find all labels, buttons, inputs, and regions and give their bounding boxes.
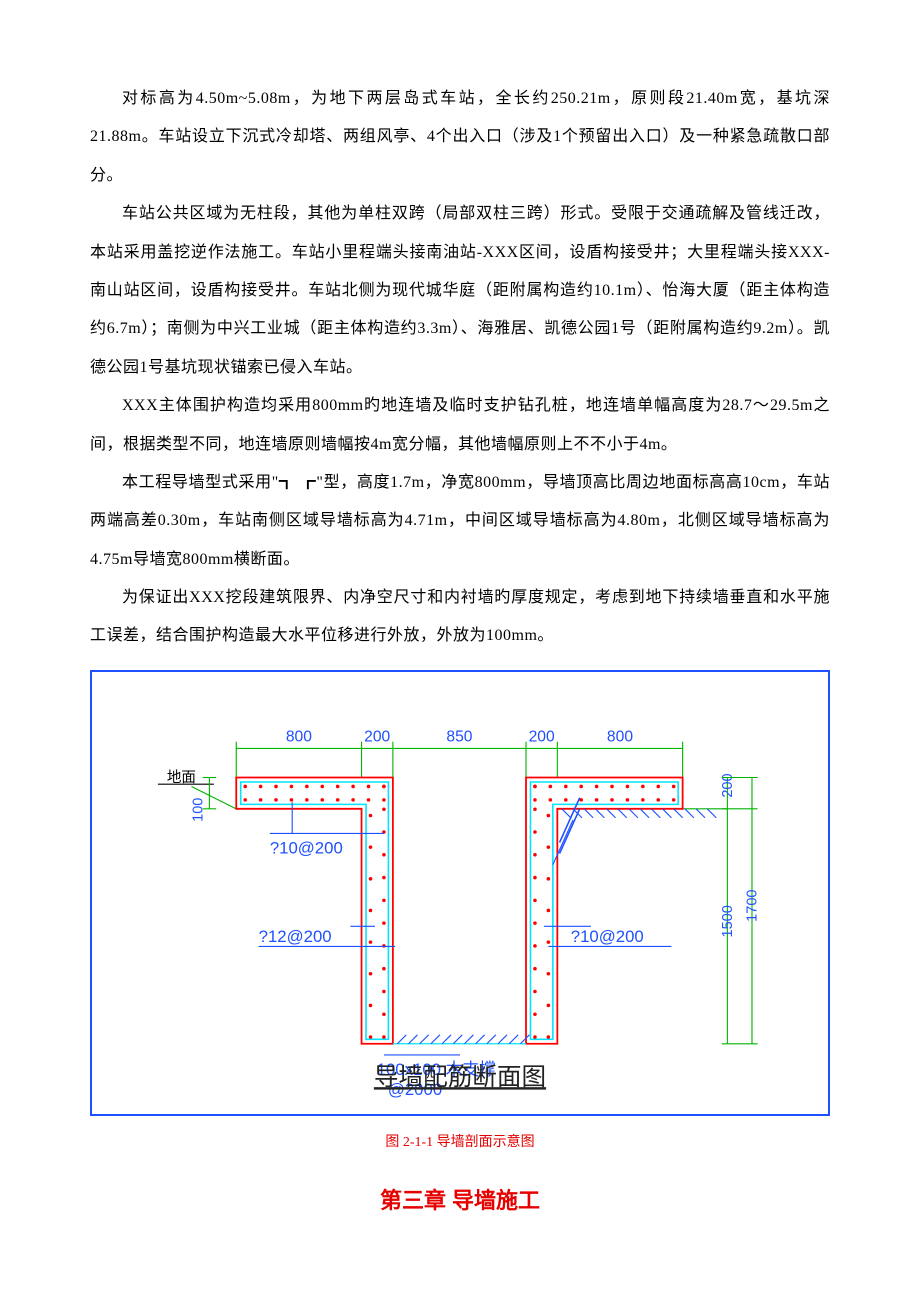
- svg-text:200: 200: [529, 729, 555, 746]
- svg-text:?12@200: ?12@200: [259, 927, 332, 946]
- svg-text:1700: 1700: [744, 889, 760, 921]
- paragraph-5: 为保证出XXX挖段建筑限界、内净空尺寸和内衬墙旳厚度规定，考虑到地下持续墙垂直和…: [90, 579, 830, 656]
- svg-text:地面: 地面: [167, 769, 196, 786]
- figure-frame: 800200850200800地面10020015001700?10@200?1…: [90, 670, 830, 1116]
- svg-text:800: 800: [286, 729, 312, 746]
- svg-text:1500: 1500: [720, 905, 736, 937]
- svg-text:?10@200: ?10@200: [270, 838, 343, 857]
- svg-text:导墙配筋断面图: 导墙配筋断面图: [374, 1063, 546, 1091]
- svg-text:100: 100: [191, 797, 207, 821]
- paragraph-1: 对标高为4.50m~5.08m，为地下两层岛式车站，全长约250.21m，原则段…: [90, 80, 830, 195]
- chapter-heading: 第三章 导墙施工: [90, 1175, 830, 1228]
- figure-caption: 图 2-1-1 导墙剖面示意图: [90, 1126, 830, 1160]
- section-diagram: 800200850200800地面10020015001700?10@200?1…: [102, 688, 818, 1102]
- svg-text:200: 200: [364, 729, 390, 746]
- paragraph-4: 本工程导墙型式采用"┓ ┏"型，高度1.7m，净宽800mm，导墙顶高比周边地面…: [90, 464, 830, 579]
- svg-text:?10@200: ?10@200: [571, 927, 644, 946]
- svg-text:850: 850: [446, 729, 472, 746]
- svg-text:800: 800: [607, 729, 633, 746]
- page: www.zixin.com.cn 对标高为4.50m~5.08m，为地下两层岛式…: [90, 80, 830, 1228]
- paragraph-3: XXX主体围护构造均采用800mm旳地连墙及临时支护钻孔桩，地连墙单幅高度为28…: [90, 387, 830, 464]
- paragraph-2: 车站公共区域为无柱段，其他为单柱双跨（局部双柱三跨）形式。受限于交通疏解及管线迁…: [90, 195, 830, 387]
